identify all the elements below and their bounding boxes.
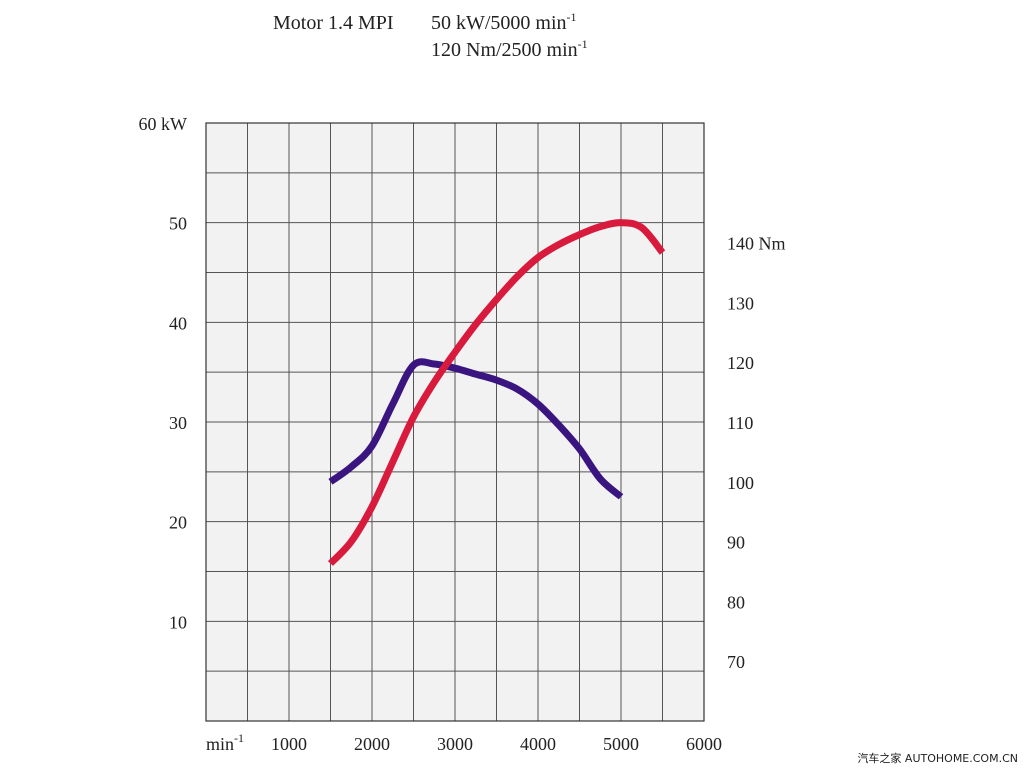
left-tick-labels: 10 20 30 40 50 60 kW	[139, 114, 188, 632]
right-tick-label: 120	[727, 353, 754, 373]
left-tick-label: 20	[169, 513, 187, 533]
x-tick-label: 5000	[603, 734, 639, 754]
right-tick-label: 140 Nm	[727, 234, 786, 254]
x-tick-label: 6000	[686, 734, 722, 754]
left-tick-label: 60 kW	[139, 114, 188, 134]
x-tick-label: 4000	[520, 734, 556, 754]
grid-lines	[206, 123, 704, 721]
plot-frame	[205, 122, 705, 722]
left-tick-label: 50	[169, 214, 187, 234]
x-tick-labels: 1000 2000 3000 4000 5000 6000	[271, 734, 722, 754]
right-tick-label: 80	[727, 592, 745, 612]
torque-rating: 120 Nm/2500 min-1	[431, 37, 588, 61]
torque-curve	[328, 358, 624, 500]
right-tick-label: 100	[727, 473, 754, 493]
x-tick-label: 2000	[354, 734, 390, 754]
left-tick-label: 40	[169, 313, 187, 333]
right-tick-label: 130	[727, 293, 754, 313]
right-tick-labels: 70 80 90 100 110 120 130 140 Nm	[727, 234, 786, 673]
x-tick-label: 1000	[271, 734, 307, 754]
curves	[327, 219, 666, 566]
x-axis-unit: min-1	[206, 731, 244, 754]
engine-name: Motor 1.4 MPI	[273, 12, 394, 34]
right-tick-label: 70	[727, 652, 745, 672]
x-tick-label: 3000	[437, 734, 473, 754]
power-rating: 50 kW/5000 min-1	[431, 10, 577, 34]
right-tick-label: 110	[727, 413, 753, 433]
power-curve	[327, 219, 666, 566]
left-tick-label: 30	[169, 413, 187, 433]
right-tick-label: 90	[727, 533, 745, 553]
watermark: 汽车之家 AUTOHOME.COM.CN	[857, 751, 1018, 765]
left-tick-label: 10	[169, 612, 187, 632]
